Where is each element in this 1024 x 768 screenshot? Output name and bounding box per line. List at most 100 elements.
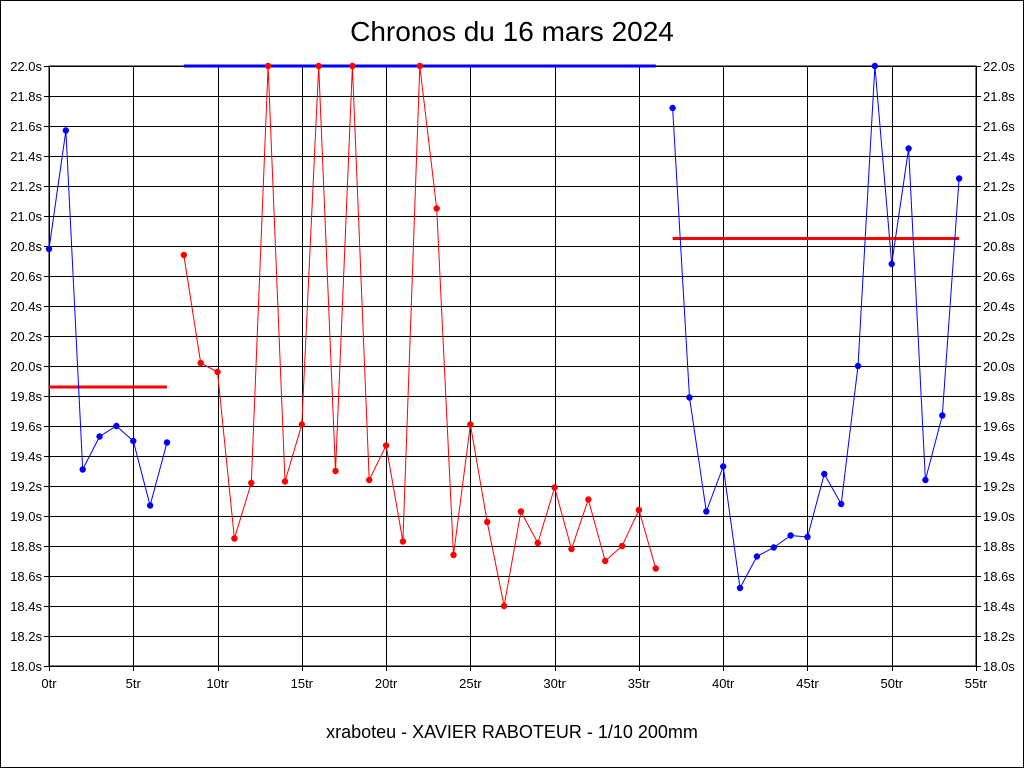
y-tick-label-right: 20.2s [983, 329, 1015, 344]
data-point [551, 484, 558, 491]
data-point [888, 260, 895, 268]
data-point [231, 535, 238, 542]
y-tick-label-left: 19.2s [10, 479, 42, 494]
y-tick-label-right: 21.8s [983, 89, 1015, 104]
x-tick-label: 25tr [459, 676, 482, 691]
y-tick-label-right: 20.0s [983, 359, 1015, 374]
x-tick-label: 40tr [712, 676, 735, 691]
y-tick-label-left: 22.0s [10, 59, 42, 74]
y-tick-label-right: 21.6s [983, 119, 1015, 134]
chart-title: Chronos du 16 mars 2024 [350, 16, 674, 47]
data-point [517, 508, 525, 515]
data-point [922, 476, 929, 484]
y-tick-label-left: 21.4s [10, 149, 42, 164]
data-point [264, 62, 272, 70]
x-tick-label: 35tr [628, 676, 651, 691]
y-tick-label-left: 20.4s [10, 299, 42, 314]
data-point [163, 439, 171, 446]
y-tick-label-right: 22.0s [983, 59, 1015, 74]
x-tick-label: 55tr [965, 676, 988, 691]
data-point [837, 500, 845, 508]
data-point [315, 62, 322, 70]
data-point [635, 506, 643, 514]
y-tick-label-left: 18.0s [10, 659, 42, 674]
series-line-1 [48, 130, 168, 508]
y-tick-label-right: 21.0s [983, 209, 1015, 224]
y-tick-label-right: 19.4s [983, 449, 1015, 464]
x-tick-label: 0tr [41, 676, 57, 691]
data-point [197, 359, 204, 367]
grid-layer [44, 65, 981, 671]
y-tick-label-left: 21.2s [10, 179, 42, 194]
y-tick-label-right: 18.2s [983, 629, 1015, 644]
y-tick-label-right: 20.6s [983, 269, 1015, 284]
data-point [399, 538, 407, 545]
x-tick-label: 5tr [126, 676, 142, 691]
data-point [281, 478, 289, 485]
data-point [332, 467, 339, 475]
mean-lines [49, 64, 960, 389]
data-point [450, 551, 457, 559]
data-point [821, 470, 828, 478]
y-tick-label-right: 18.6s [983, 569, 1015, 584]
y-tick-label-left: 20.2s [10, 329, 42, 344]
y-tick-label-right: 19.0s [983, 509, 1015, 524]
x-tick-label: 20tr [375, 676, 398, 691]
y-tick-label-right: 18.0s [983, 659, 1015, 674]
data-point [416, 62, 423, 70]
series-line-3 [672, 65, 960, 590]
axis-layer: 0tr 5tr 10tr 15tr 20tr 25tr 30tr 35tr 40tr 45tr 50… [10, 59, 1015, 691]
data-point [753, 553, 761, 560]
data-point [62, 127, 70, 134]
y-tick-label-left: 20.0s [10, 359, 42, 374]
y-tick-label-right: 19.6s [983, 419, 1015, 434]
y-tick-label-left: 18.8s [10, 539, 42, 554]
data-point [366, 476, 373, 484]
y-tick-label-right: 20.8s [983, 239, 1015, 254]
data-point [905, 145, 912, 152]
data-point [96, 433, 103, 440]
data-point [146, 502, 154, 509]
y-tick-label-left: 20.8s [10, 239, 42, 254]
data-point [382, 442, 390, 449]
data-point [484, 518, 491, 526]
data-point [349, 62, 356, 70]
data-point [467, 421, 474, 428]
data-point [955, 175, 963, 182]
data-point [854, 362, 862, 370]
data-point [214, 368, 221, 376]
y-tick-label-left: 20.6s [10, 269, 42, 284]
y-tick-label-left: 19.6s [10, 419, 42, 434]
data-point [500, 602, 508, 610]
data-point [804, 533, 811, 541]
data-point [602, 557, 609, 565]
data-point [568, 545, 575, 553]
y-tick-label-left: 21.8s [10, 89, 42, 104]
data-point [669, 104, 676, 112]
y-tick-label-right: 20.4s [983, 299, 1015, 314]
data-point [736, 584, 744, 592]
x-tick-label: 30tr [543, 676, 566, 691]
data-point [113, 422, 120, 430]
data-point [787, 532, 794, 539]
y-tick-label-left: 18.6s [10, 569, 42, 584]
data-point [618, 542, 626, 550]
y-tick-label-right: 19.8s [983, 389, 1015, 404]
data-point [686, 394, 693, 401]
y-tick-label-right: 18.4s [983, 599, 1015, 614]
y-tick-label-right: 21.2s [983, 179, 1015, 194]
x-tick-label: 15tr [291, 676, 314, 691]
x-tick-label: 45tr [796, 676, 819, 691]
y-tick-label-right: 19.2s [983, 479, 1015, 494]
data-point [130, 437, 137, 445]
y-tick-label-left: 19.4s [10, 449, 42, 464]
data-point [45, 245, 53, 253]
y-tick-label-left: 19.0s [10, 509, 42, 524]
data-point [248, 479, 255, 487]
data-point [298, 421, 306, 428]
y-tick-label-left: 21.6s [10, 119, 42, 134]
y-tick-label-right: 21.4s [983, 149, 1015, 164]
data-point [770, 544, 777, 551]
data-point [871, 62, 879, 70]
data-point [79, 466, 86, 473]
